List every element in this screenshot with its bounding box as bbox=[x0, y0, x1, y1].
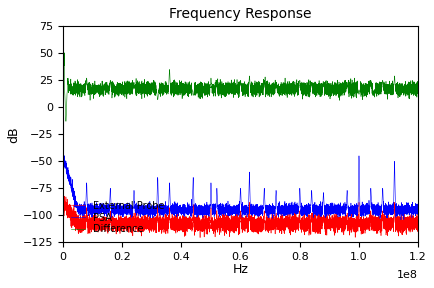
External Probe bbox=[286, 223, 291, 227]
Line: External Probe: External Probe bbox=[63, 195, 418, 238]
PSA bbox=[286, 211, 291, 215]
PSA bbox=[78, 208, 83, 211]
PSA bbox=[60, 153, 66, 156]
Y-axis label: dB: dB bbox=[7, 126, 20, 143]
External Probe bbox=[189, 225, 194, 228]
External Probe bbox=[78, 220, 83, 224]
Difference bbox=[286, 87, 291, 90]
PSA bbox=[270, 207, 276, 211]
External Probe bbox=[60, 201, 66, 204]
External Probe bbox=[343, 228, 348, 231]
External Probe bbox=[61, 194, 66, 197]
PSA bbox=[398, 218, 404, 221]
Difference bbox=[324, 88, 329, 91]
Difference bbox=[63, 120, 69, 123]
PSA bbox=[416, 202, 421, 206]
PSA bbox=[343, 213, 348, 217]
External Probe bbox=[416, 220, 421, 223]
X-axis label: Hz: Hz bbox=[233, 263, 249, 276]
Difference bbox=[78, 82, 83, 86]
PSA bbox=[189, 203, 194, 207]
Title: Frequency Response: Frequency Response bbox=[169, 7, 312, 21]
Line: PSA: PSA bbox=[63, 152, 418, 220]
Text: 1e8: 1e8 bbox=[397, 270, 418, 280]
Difference bbox=[189, 85, 194, 89]
External Probe bbox=[197, 236, 203, 239]
PSA bbox=[324, 210, 329, 214]
Legend: External Probe, PSA, Difference: External Probe, PSA, Difference bbox=[68, 198, 168, 237]
Line: Difference: Difference bbox=[63, 46, 418, 121]
Difference bbox=[60, 52, 66, 55]
Difference bbox=[271, 89, 276, 92]
Difference bbox=[60, 44, 66, 48]
External Probe bbox=[271, 223, 276, 226]
Difference bbox=[416, 85, 421, 88]
PSA bbox=[60, 151, 66, 154]
Difference bbox=[343, 89, 348, 93]
External Probe bbox=[324, 224, 329, 228]
